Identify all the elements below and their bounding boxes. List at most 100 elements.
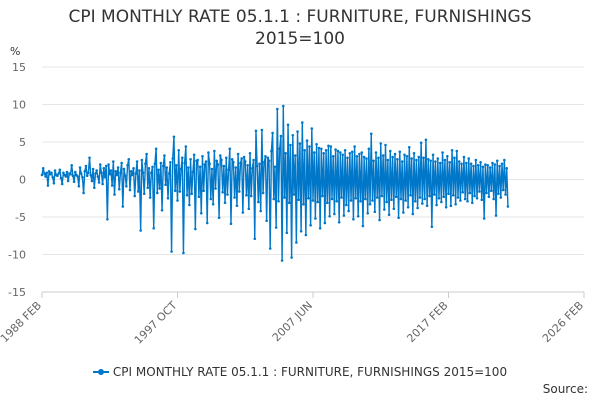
- data-point: [148, 196, 152, 199]
- chart-title: CPI MONTHLY RATE 05.1.1 : FURNITURE, FUR…: [0, 6, 600, 50]
- data-point: [235, 204, 239, 208]
- data-point: [218, 154, 222, 157]
- data-point: [125, 184, 128, 188]
- data-point: [289, 143, 292, 147]
- data-point: [208, 162, 211, 166]
- data-point: [201, 154, 204, 158]
- data-point: [224, 156, 228, 160]
- data-point: [271, 131, 274, 135]
- data-point: [73, 170, 77, 174]
- data-point: [379, 142, 383, 145]
- data-point: [485, 191, 488, 195]
- data-point: [131, 173, 134, 177]
- data-point: [467, 157, 471, 160]
- data-point: [240, 157, 243, 160]
- data-point: [503, 158, 506, 162]
- y-tick-label: 0: [19, 174, 26, 187]
- data-point: [207, 151, 210, 154]
- data-point: [305, 139, 309, 142]
- data-point: [463, 197, 467, 201]
- data-point: [139, 229, 142, 232]
- legend-label: CPI MONTHLY RATE 05.1.1 : FURNITURE, FUR…: [112, 365, 508, 379]
- data-point: [337, 220, 341, 224]
- data-point: [304, 233, 308, 237]
- data-point: [330, 197, 334, 201]
- data-point: [456, 196, 460, 199]
- data-point: [88, 156, 91, 160]
- data-point: [213, 149, 216, 153]
- data-point: [205, 221, 209, 225]
- data-point: [380, 194, 384, 198]
- legend-item[interactable]: CPI MONTHLY RATE 05.1.1 : FURNITURE, FUR…: [92, 365, 508, 379]
- data-point: [266, 156, 270, 160]
- data-point: [226, 193, 229, 196]
- data-point: [161, 164, 165, 168]
- x-tick-label: 1988 FEB: [0, 299, 44, 345]
- data-point: [188, 203, 191, 207]
- data-point: [497, 192, 500, 196]
- data-point: [387, 213, 391, 217]
- data-point: [172, 135, 176, 139]
- data-point: [211, 202, 215, 206]
- data-point: [185, 193, 189, 197]
- data-point: [362, 155, 366, 159]
- data-point: [354, 196, 358, 200]
- data-point: [344, 203, 348, 207]
- data-point: [418, 196, 422, 199]
- data-point: [56, 174, 59, 178]
- data-point: [197, 195, 201, 199]
- data-point: [268, 247, 272, 250]
- data-point: [134, 172, 138, 175]
- data-point: [422, 156, 425, 160]
- data-point: [43, 172, 46, 175]
- data-point: [93, 186, 96, 190]
- data-point: [173, 189, 177, 193]
- data-point: [342, 214, 346, 217]
- y-tick-label: -5: [15, 211, 26, 224]
- data-point: [415, 158, 418, 162]
- data-point: [286, 123, 290, 127]
- data-point: [146, 186, 150, 190]
- data-point: [115, 173, 119, 177]
- data-point: [501, 188, 505, 192]
- data-point: [455, 149, 459, 153]
- data-point: [222, 164, 226, 168]
- data-point: [480, 198, 484, 202]
- data-point: [46, 184, 50, 187]
- data-point: [364, 197, 367, 201]
- data-point: [450, 148, 454, 152]
- data-point: [76, 175, 79, 178]
- data-point: [247, 207, 251, 211]
- data-point: [412, 151, 416, 155]
- data-point: [329, 145, 333, 148]
- data-point: [251, 166, 254, 170]
- data-point: [57, 172, 60, 175]
- data-point: [384, 143, 387, 147]
- data-point: [301, 121, 304, 124]
- data-point: [91, 167, 95, 171]
- data-point: [442, 195, 446, 199]
- data-point: [482, 217, 486, 220]
- data-point: [406, 205, 410, 209]
- data-point: [230, 157, 234, 161]
- data-point: [216, 163, 220, 166]
- data-point: [429, 159, 432, 163]
- data-point: [220, 158, 223, 162]
- data-point: [350, 150, 354, 154]
- data-point: [327, 144, 330, 148]
- data-point: [325, 201, 329, 205]
- data-point: [265, 219, 268, 223]
- data-point: [40, 173, 44, 177]
- data-point: [460, 162, 463, 166]
- data-point: [353, 145, 356, 148]
- data-point: [117, 187, 121, 191]
- data-point: [411, 212, 415, 216]
- data-point: [346, 156, 349, 160]
- data-point: [163, 154, 166, 157]
- data-point: [98, 163, 102, 166]
- data-point: [41, 166, 45, 170]
- data-point: [178, 190, 182, 193]
- data-point: [52, 181, 56, 185]
- data-point: [475, 196, 479, 200]
- data-point: [504, 193, 507, 196]
